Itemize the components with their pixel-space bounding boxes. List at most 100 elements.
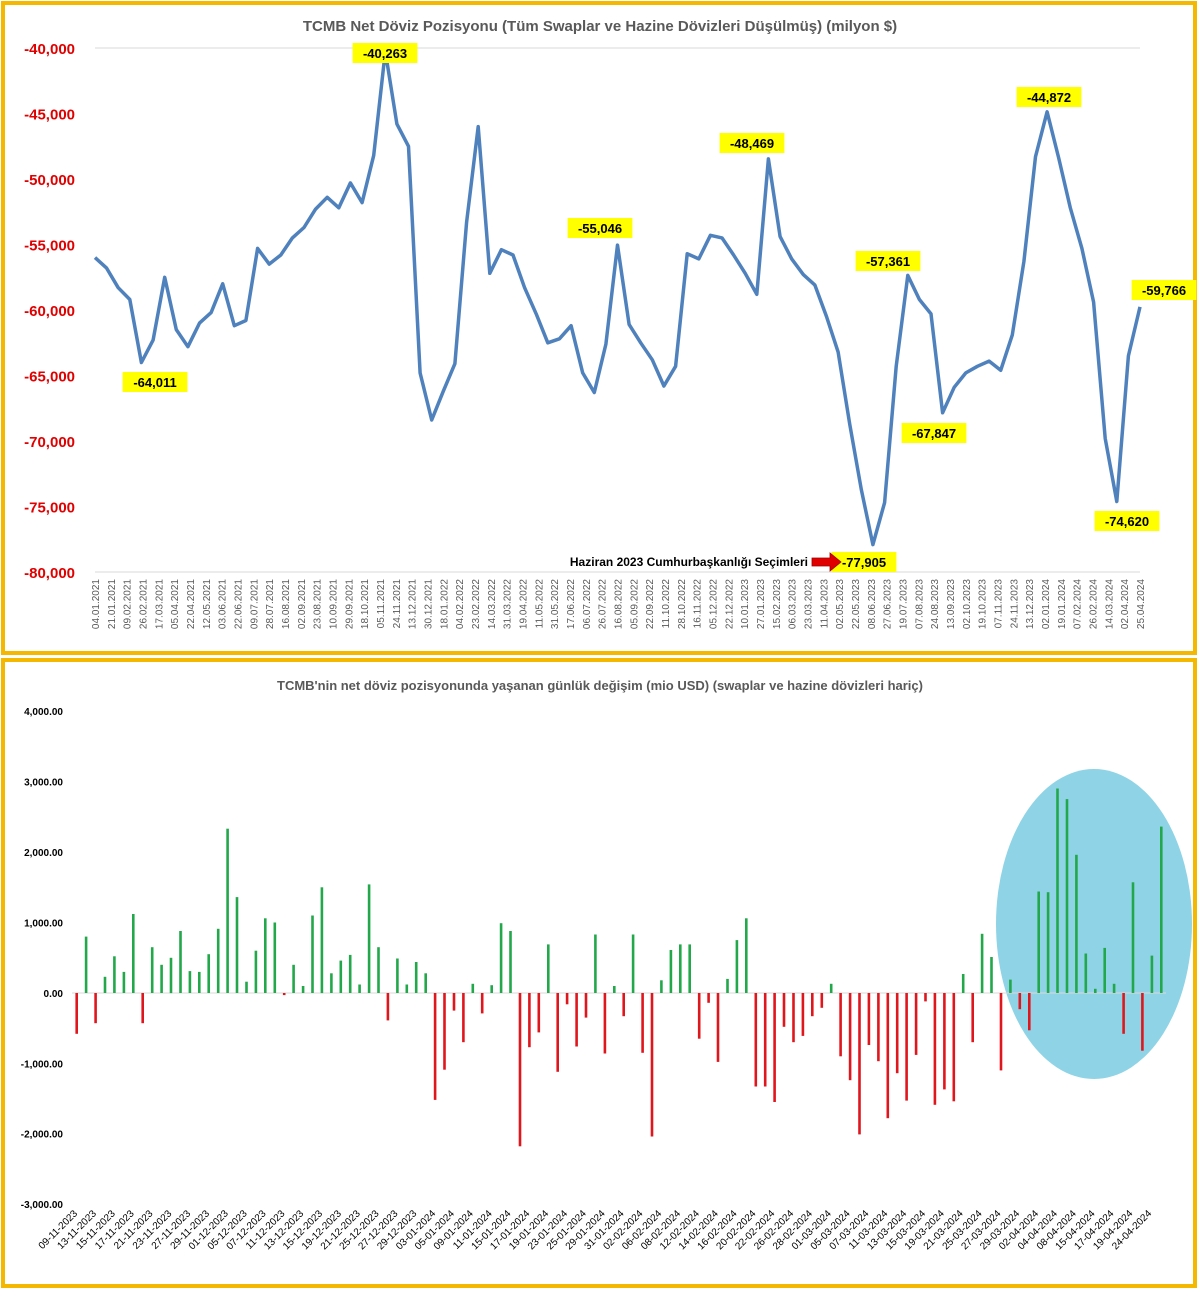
bar xyxy=(264,918,267,993)
x-tick-label: 12.05.2021 xyxy=(202,579,213,629)
bar xyxy=(188,971,192,993)
bar xyxy=(839,993,842,1057)
x-tick-label: 10.01.2023 xyxy=(740,579,751,629)
bar xyxy=(877,993,880,1062)
bar xyxy=(650,993,654,1137)
bar xyxy=(886,993,890,1119)
bar xyxy=(330,973,333,993)
x-tick-label: 22.05.2023 xyxy=(851,579,862,629)
bar xyxy=(245,981,248,993)
bar xyxy=(226,828,229,993)
bar xyxy=(811,993,814,1017)
x-tick-label: 05.11.2021 xyxy=(376,579,387,629)
x-tick-label: 22.09.2022 xyxy=(645,579,656,629)
bar xyxy=(84,936,88,993)
y-tick-label: 1,000.00 xyxy=(24,919,63,930)
bar xyxy=(198,971,201,993)
x-tick-label: 09.02.2021 xyxy=(123,579,134,629)
bar xyxy=(1084,953,1088,993)
x-tick-label: 19.04.2022 xyxy=(519,579,530,629)
data-label: -40,263 xyxy=(363,46,407,61)
y-tick-label: -45,000 xyxy=(24,107,75,124)
bar xyxy=(348,954,352,993)
bar xyxy=(575,993,578,1047)
bar xyxy=(509,931,512,993)
series-line xyxy=(93,49,1142,547)
bar xyxy=(763,993,767,1087)
bar xyxy=(726,978,729,993)
x-tick-label: 16.08.2021 xyxy=(281,579,292,629)
data-label-box xyxy=(1131,280,1197,300)
data-label-box xyxy=(719,133,785,153)
bar xyxy=(641,993,644,1053)
bar xyxy=(405,984,409,993)
x-tick-label: 13.09.2023 xyxy=(946,579,957,629)
x-tick-label: 23.02.2022 xyxy=(471,579,482,629)
bar xyxy=(631,934,635,993)
bar xyxy=(603,993,607,1054)
data-label: -57,361 xyxy=(866,254,910,269)
data-label-box xyxy=(352,43,418,63)
x-tick-label: 25.04.2024 xyxy=(1136,579,1147,629)
bar xyxy=(1094,988,1097,993)
data-label: -77,905 xyxy=(842,555,886,570)
x-tick-label: 16.08.2022 xyxy=(614,579,625,629)
bar xyxy=(858,993,861,1135)
bar xyxy=(1056,788,1059,993)
x-tick-label: 31.05.2022 xyxy=(550,579,561,629)
y-tick-label: -50,000 xyxy=(24,172,75,189)
x-tick-label: 30.12.2021 xyxy=(424,579,435,629)
bar xyxy=(490,985,493,993)
x-tick-label: 28.10.2022 xyxy=(677,579,688,629)
bar xyxy=(94,993,97,1024)
x-tick-label: 24.11.2023 xyxy=(1009,579,1020,629)
x-tick-label: 24.08.2023 xyxy=(930,579,941,629)
x-tick-label: 17.06.2022 xyxy=(566,579,577,629)
x-tick-label: 23.03.2023 xyxy=(804,579,815,629)
data-label-box xyxy=(855,251,921,271)
bar xyxy=(829,983,833,993)
bar-chart-title: TCMB'nin net döviz pozisyonunda yaşanan … xyxy=(277,678,923,693)
bar xyxy=(358,984,361,993)
y-tick-label: -1,000.00 xyxy=(21,1059,64,1070)
y-tick-label: -65,000 xyxy=(24,369,75,386)
bar xyxy=(971,993,974,1043)
x-tick-label: 17.03.2021 xyxy=(154,579,165,629)
bar xyxy=(396,958,399,993)
x-tick-label: 19.07.2023 xyxy=(899,579,910,629)
bar xyxy=(1046,892,1050,993)
bar xyxy=(150,947,154,993)
x-tick-label: 14.03.2024 xyxy=(1104,579,1115,629)
line-chart-panel xyxy=(1,1,1197,655)
bar xyxy=(933,993,937,1105)
data-label-box xyxy=(901,423,967,443)
x-tick-label: 26.07.2022 xyxy=(598,579,609,629)
x-tick-label: 11.04.2023 xyxy=(819,579,830,629)
bar xyxy=(745,918,748,993)
bar xyxy=(1028,993,1031,1031)
bar xyxy=(462,993,465,1043)
bar xyxy=(75,993,78,1034)
x-tick-label: 05.04.2021 xyxy=(170,579,181,629)
y-tick-label: 0.00 xyxy=(44,989,64,1000)
bar xyxy=(594,934,597,993)
bar xyxy=(556,993,559,1072)
x-tick-label: 13.12.2023 xyxy=(1025,579,1036,629)
x-tick-label: 06.03.2023 xyxy=(788,579,799,629)
x-tick-label: 04.01.2021 xyxy=(91,579,102,629)
bar xyxy=(113,956,116,993)
x-tick-label: 27.06.2023 xyxy=(883,579,894,629)
x-tick-label: 02.04.2024 xyxy=(1120,579,1131,629)
x-tick-label: 02.05.2023 xyxy=(835,579,846,629)
x-tick-label: 28.07.2021 xyxy=(265,579,276,629)
bar xyxy=(773,993,776,1102)
bar xyxy=(282,993,286,996)
bar xyxy=(132,914,135,993)
bar xyxy=(1065,799,1069,993)
x-tick-label: 24.11.2021 xyxy=(392,579,403,629)
x-tick-label: 08.06.2023 xyxy=(867,579,878,629)
bar xyxy=(160,964,163,993)
x-tick-label: 21.01.2021 xyxy=(107,579,118,629)
y-tick-label: 2,000.00 xyxy=(24,848,63,859)
